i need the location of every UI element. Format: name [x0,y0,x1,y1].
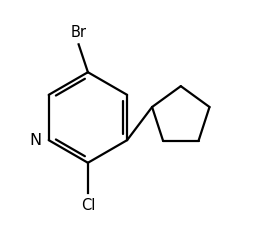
Text: Br: Br [71,25,87,40]
Text: N: N [29,133,42,148]
Text: Cl: Cl [81,198,95,213]
